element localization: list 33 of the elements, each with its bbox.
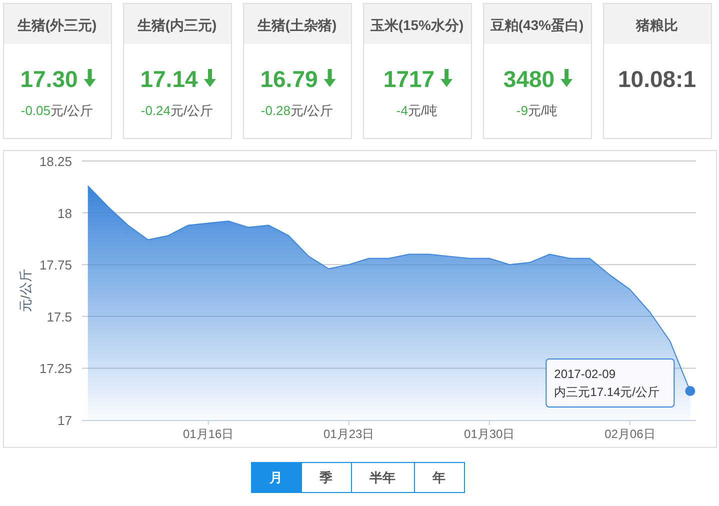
text: -9元/吨 [516, 103, 558, 118]
y-tick-label: 18.25 [39, 154, 72, 169]
y-tick-label: 17 [58, 413, 72, 428]
text: 16.79 [260, 66, 318, 92]
text: 生猪(外三元) [16, 17, 97, 33]
text: 年 [432, 470, 446, 485]
text: 17.30 [20, 66, 78, 92]
text: 半年 [368, 470, 396, 485]
y-tick-label: 17.75 [39, 258, 72, 273]
text: 生猪(土杂猪) [256, 17, 337, 33]
y-tick-label: 18 [58, 206, 72, 221]
x-tick-label: 01月23日 [323, 427, 374, 441]
text: 生猪(内三元) [136, 17, 217, 33]
x-tick-label: 01月16日 [182, 427, 234, 441]
x-tick-label: 02月06日 [604, 427, 656, 441]
text: 月 [268, 470, 282, 485]
text: 17.14 [140, 66, 198, 92]
text: 3480 [503, 66, 555, 92]
annotation: 2017-02-09 内三元17.14元/公斤 [554, 366, 660, 399]
text: 10.08:1 [618, 66, 696, 92]
y-axis-title: 元/公斤 [18, 269, 33, 312]
text: 豆粕(43%蛋白) [489, 17, 584, 33]
text: -0.24元/公斤 [140, 103, 214, 118]
y-tick-label: 17.5 [46, 309, 72, 324]
text: 猪粮比 [635, 17, 678, 33]
x-tick-label: 01月30日 [464, 427, 515, 441]
y-tick-label: 17.25 [39, 361, 72, 376]
text: -4元/吨 [396, 103, 438, 118]
text: -0.28元/公斤 [260, 103, 334, 118]
text: -0.05元/公斤 [20, 103, 94, 118]
text: 季 [318, 470, 332, 485]
text: 玉米(15%水分) [369, 17, 464, 33]
text: 1717 [383, 66, 435, 92]
